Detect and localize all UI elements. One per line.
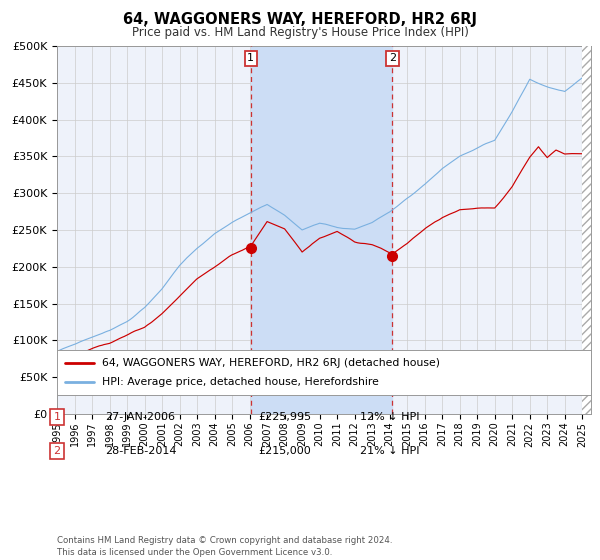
Text: 28-FEB-2014: 28-FEB-2014: [105, 446, 176, 456]
Text: 1: 1: [53, 412, 61, 422]
Text: 2: 2: [53, 446, 61, 456]
Text: Contains HM Land Registry data © Crown copyright and database right 2024.
This d: Contains HM Land Registry data © Crown c…: [57, 536, 392, 557]
Text: 12% ↓ HPI: 12% ↓ HPI: [360, 412, 419, 422]
Text: 64, WAGGONERS WAY, HEREFORD, HR2 6RJ: 64, WAGGONERS WAY, HEREFORD, HR2 6RJ: [123, 12, 477, 27]
Bar: [251, 46, 392, 414]
Bar: [582, 46, 591, 414]
Text: HPI: Average price, detached house, Herefordshire: HPI: Average price, detached house, Here…: [103, 377, 379, 388]
Text: 2: 2: [389, 53, 396, 63]
Text: Price paid vs. HM Land Registry's House Price Index (HPI): Price paid vs. HM Land Registry's House …: [131, 26, 469, 39]
Text: £225,995: £225,995: [258, 412, 311, 422]
Text: 1: 1: [247, 53, 254, 63]
Text: £215,000: £215,000: [258, 446, 311, 456]
Text: 21% ↓ HPI: 21% ↓ HPI: [360, 446, 419, 456]
Text: 64, WAGGONERS WAY, HEREFORD, HR2 6RJ (detached house): 64, WAGGONERS WAY, HEREFORD, HR2 6RJ (de…: [103, 357, 440, 367]
Text: 27-JAN-2006: 27-JAN-2006: [105, 412, 175, 422]
